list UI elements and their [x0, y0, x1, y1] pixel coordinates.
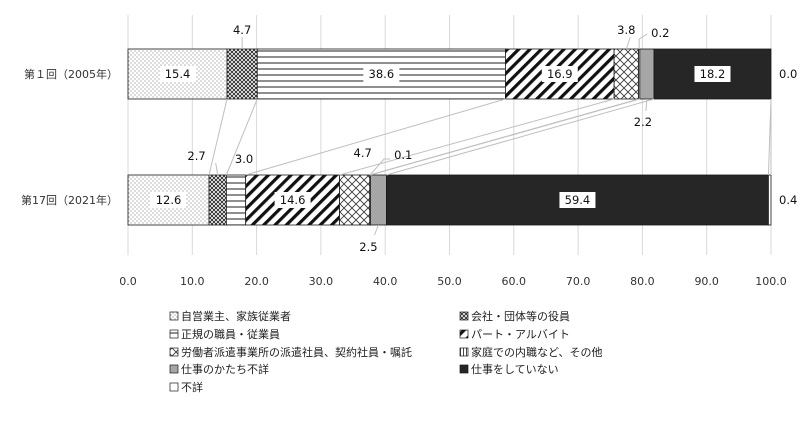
leader-line [638, 33, 648, 49]
data-label-box [274, 192, 311, 208]
bar-segment [370, 174, 387, 226]
x-tick-label: 20.0 [244, 275, 269, 288]
leader-line [373, 224, 379, 236]
data-label: 0.1 [394, 148, 412, 162]
x-tick-label: 80.0 [630, 275, 655, 288]
data-label: 4.7 [233, 23, 251, 37]
legend-label: 仕事をしていない [471, 363, 559, 376]
data-label: 18.2 [700, 67, 726, 81]
legend-label: 会社・団体等の役員 [471, 309, 570, 323]
data-label-box [559, 192, 596, 208]
data-label: 14.6 [280, 193, 306, 207]
legend-item: 不詳 [169, 380, 203, 394]
x-tick-label: 10.0 [180, 275, 205, 288]
leader-line [215, 162, 219, 176]
bar-segment [339, 174, 371, 226]
bar-segment [226, 48, 258, 100]
legend-swatch [459, 311, 469, 321]
x-tick-label: 90.0 [694, 275, 719, 288]
data-label: 2.2 [634, 115, 652, 129]
x-tick-label: 40.0 [373, 275, 398, 288]
x-axis: 0.0 10.0 20.0 30.0 40.0 50.0 60.0 70.0 80.0 90.0 1… [21, 67, 787, 288]
legend-swatch [169, 329, 179, 339]
data-label: 2.5 [359, 240, 377, 254]
legend-label: 仕事のかたち不詳 [181, 362, 269, 376]
legend-item: 会社・団体等の役員 [459, 309, 570, 323]
leader-line [645, 98, 648, 112]
data-label-box [363, 66, 400, 82]
legend-swatch [169, 364, 179, 374]
data-label: 0.2 [651, 26, 669, 40]
legend-swatch [459, 364, 469, 374]
leader-line [369, 158, 391, 176]
leader-lines [208, 33, 772, 236]
data-label: 0.0 [779, 67, 797, 81]
x-tick-label: 30.0 [309, 275, 334, 288]
legend-swatch [459, 347, 469, 357]
data-label: 4.7 [354, 146, 372, 160]
legend-label: 労働者派遣事業所の派遣社員、契約社員・嘱託 [181, 345, 412, 359]
data-label: 0.4 [779, 193, 797, 207]
legend-swatch [169, 382, 179, 392]
x-tick-label: 70.0 [566, 275, 591, 288]
x-tick-label: 60.0 [502, 275, 527, 288]
leader-line [625, 36, 631, 50]
data-label: 3.0 [235, 152, 253, 166]
legend-swatch [459, 329, 469, 339]
bar-segment [613, 48, 639, 100]
data-label: 16.9 [547, 67, 573, 81]
legend-item: 労働者派遣事業所の派遣社員、契約社員・嘱託 [169, 345, 412, 359]
legend-swatch [169, 311, 179, 321]
leader-line [386, 98, 655, 176]
bar-segment [639, 48, 655, 100]
data-label-box [694, 66, 731, 82]
legend-swatch [169, 347, 179, 357]
data-label: 2.7 [187, 149, 205, 163]
legend-label: 家庭での内職など、その他 [471, 345, 602, 359]
data-label: 38.6 [369, 67, 395, 81]
data-label: 59.4 [565, 193, 591, 207]
leader-line [225, 98, 258, 176]
legend-item: 家庭での内職など、その他 [459, 345, 602, 359]
leader-line [339, 98, 615, 176]
legend-item: 仕事のかたち不詳 [169, 362, 269, 376]
category-label: 第17回（2021年） [21, 193, 118, 207]
x-tick-label: 100.0 [755, 275, 787, 288]
leader-line [208, 98, 228, 176]
category-label: 第１回（2005年） [24, 67, 118, 81]
leader-line [370, 98, 640, 176]
legend-label: 正規の職員・従業員 [181, 327, 280, 341]
data-label: 3.8 [617, 23, 635, 37]
legend-item: パート・アルバイト [459, 328, 570, 341]
legend-label: 自営業主、家族従業者 [181, 309, 291, 323]
bar-segment [768, 174, 772, 226]
legend-label: 不詳 [181, 380, 203, 394]
data-label: 15.4 [165, 67, 191, 81]
bar-segment [225, 174, 247, 226]
data-label-box [159, 66, 196, 82]
x-tick-label: 0.0 [119, 275, 137, 288]
data-label-box [150, 192, 187, 208]
data-label: 12.6 [156, 193, 182, 207]
legend-label: パート・アルバイト [471, 328, 570, 341]
legend-item: 仕事をしていない [459, 363, 559, 376]
bar-segment [208, 174, 227, 226]
legend-item: 正規の職員・従業員 [169, 327, 280, 341]
x-tick-label: 50.0 [437, 275, 462, 288]
data-label-box [541, 66, 578, 82]
legend-item: 自営業主、家族従業者 [169, 309, 291, 323]
data-labels: 15.4 38.6 16.9 18.2 12.6 14.6 59.4 4.7 3.8 0.2 2.2… [150, 23, 797, 254]
leader-line [245, 98, 506, 176]
